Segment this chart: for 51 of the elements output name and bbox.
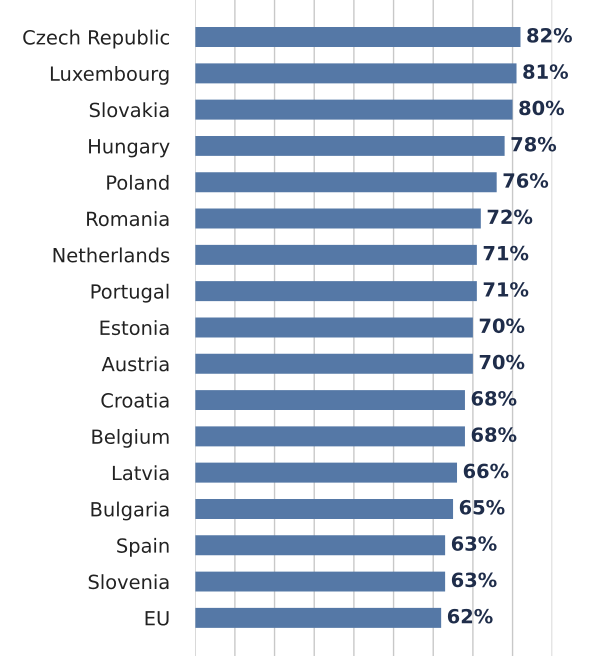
bar (195, 608, 442, 628)
data-label: 82% (527, 28, 572, 43)
data-label: 71% (484, 282, 528, 297)
y-tick-label: Slovakia (90, 102, 168, 118)
bar (195, 317, 473, 338)
bar (195, 172, 497, 192)
bar (195, 426, 465, 446)
data-label: 81% (523, 64, 568, 79)
data-label: 78% (511, 136, 556, 152)
data-label: 80% (519, 100, 564, 116)
bar (195, 281, 477, 302)
bar (195, 390, 465, 410)
y-tick-label: Hungary (89, 139, 170, 158)
data-label: 70% (480, 354, 524, 370)
data-label: 76% (504, 173, 548, 188)
data-label: 62% (448, 608, 493, 624)
bar (195, 535, 446, 556)
bar (195, 354, 473, 374)
y-tick-label: Slovenia (88, 574, 168, 590)
bar (195, 136, 505, 156)
bar (195, 63, 517, 84)
bar (195, 27, 520, 48)
data-label: 63% (452, 536, 497, 551)
y-tick-label: Czech Republic (23, 30, 170, 48)
y-tick-label: Spain (117, 538, 169, 557)
y-tick-label: Luxembourg (50, 66, 168, 85)
y-tick-label: Portugal (92, 284, 168, 303)
y-tick-label: Latvia (112, 465, 168, 480)
y-tick-label: Bulgaria (91, 502, 168, 520)
bar (195, 498, 454, 519)
y-tick-label: Estonia (100, 320, 168, 336)
data-label: 66% (464, 464, 508, 478)
bar (195, 100, 513, 120)
y-tick-label: Poland (107, 174, 168, 190)
data-label: 71% (484, 246, 528, 260)
bar (195, 572, 446, 592)
y-tick-label: Netherlands (54, 247, 170, 263)
data-label: 68% (472, 390, 516, 406)
y-tick-label: Belgium (92, 428, 169, 448)
bar (195, 244, 477, 265)
y-tick-label: Croatia (101, 392, 168, 408)
bar (195, 462, 458, 483)
y-tick-label: Austria (102, 356, 168, 372)
data-label: 63% (452, 572, 497, 588)
data-label: 72% (488, 209, 532, 224)
data-label: 65% (460, 500, 505, 515)
data-label: 68% (472, 427, 516, 442)
bar (195, 208, 481, 229)
data-label: 70% (480, 318, 524, 334)
y-tick-label: Romania (87, 211, 168, 226)
y-tick-label: EU (146, 611, 169, 626)
